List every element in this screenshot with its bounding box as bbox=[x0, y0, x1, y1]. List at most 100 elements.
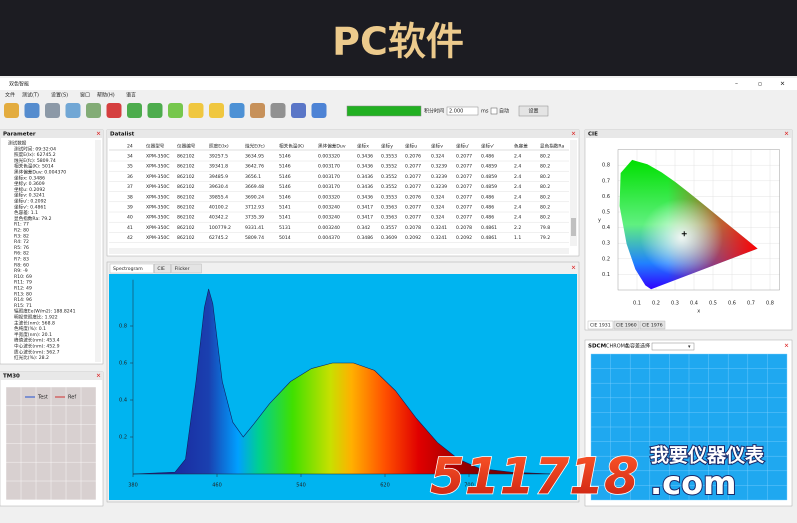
menu-item[interactable]: 窗口 bbox=[80, 92, 90, 99]
table-cell: 0.486 bbox=[481, 154, 494, 160]
x-tick-label: 0.3 bbox=[671, 301, 679, 307]
table-cell: 35 bbox=[127, 164, 133, 170]
table-cell: 79.8 bbox=[540, 225, 550, 231]
table-cell: 862102 bbox=[177, 184, 195, 190]
x-tick-label: 700 bbox=[464, 483, 474, 489]
toolbar-button[interactable] bbox=[86, 103, 101, 118]
data-table: 24 仪器型号 仪器编号 照度E(lx) 烛光E(fc) 相关色温(K) 黑体偏差Duv 坐标… bbox=[109, 143, 569, 243]
column-header: 坐标y bbox=[381, 143, 393, 150]
toolbar-button[interactable] bbox=[127, 103, 142, 118]
toolbar-button[interactable] bbox=[65, 103, 81, 118]
tab-label[interactable]: CIE 1960 bbox=[616, 323, 637, 329]
tab-label[interactable]: Spectrogram bbox=[113, 266, 143, 272]
tab-label[interactable]: CIE bbox=[157, 266, 165, 272]
panel-header bbox=[0, 372, 103, 380]
table-cell: 0.2077 bbox=[456, 164, 472, 170]
minimize[interactable]: – bbox=[735, 81, 738, 88]
table-cell: 0.2092 bbox=[405, 235, 421, 241]
table-cell: 0.3239 bbox=[431, 174, 447, 180]
integration-input[interactable] bbox=[446, 106, 479, 116]
table-cell: 0.3563 bbox=[381, 215, 397, 221]
panel-title: Parameter bbox=[3, 132, 36, 138]
tab[interactable] bbox=[587, 320, 614, 330]
toolbar-button[interactable] bbox=[188, 103, 204, 118]
panel-close[interactable]: ✕ bbox=[571, 131, 576, 138]
parameter-item: 坐标v': 0.4861 bbox=[14, 203, 46, 210]
close[interactable]: ✕ bbox=[780, 81, 785, 88]
maximize[interactable]: ▫ bbox=[758, 81, 762, 88]
table-cell: 37 bbox=[127, 184, 133, 190]
tab-label[interactable]: CIE 1976 bbox=[642, 323, 663, 329]
toolbar-button[interactable] bbox=[106, 103, 122, 118]
y-tick-label: 0.7 bbox=[602, 178, 610, 184]
toolbar-button[interactable] bbox=[168, 103, 183, 118]
h-scrollbar[interactable] bbox=[109, 248, 569, 254]
legend-label: Ref bbox=[68, 395, 76, 401]
toolbar-button[interactable] bbox=[291, 103, 306, 118]
toolbar-button[interactable] bbox=[250, 103, 265, 118]
tab-label[interactable]: Flicker bbox=[175, 266, 190, 272]
menu-item[interactable]: 设置(S) bbox=[51, 92, 68, 99]
watermark-domain: .com bbox=[650, 464, 736, 502]
auto-checkbox[interactable] bbox=[490, 107, 498, 115]
dropdown[interactable] bbox=[651, 342, 695, 351]
panel-title: CIE bbox=[588, 132, 598, 138]
parameter-item: 坐标v: 0.3241 bbox=[14, 192, 45, 199]
dropdown-arrow[interactable]: ▾ bbox=[688, 344, 691, 350]
x-tick-label: 0.5 bbox=[709, 301, 717, 307]
sdcm-grid bbox=[590, 353, 788, 501]
settings-label[interactable]: 设置 bbox=[528, 108, 538, 115]
tab[interactable] bbox=[171, 263, 202, 274]
scrollbar[interactable] bbox=[95, 140, 101, 362]
panel-close[interactable]: ✕ bbox=[784, 343, 789, 350]
tab[interactable] bbox=[639, 320, 666, 330]
x-tick-label: 540 bbox=[296, 483, 306, 489]
panel-close[interactable]: ✕ bbox=[96, 131, 101, 138]
table-cell: 0.2078 bbox=[456, 225, 472, 231]
tab[interactable] bbox=[109, 263, 154, 274]
table-cell: 0.324 bbox=[431, 215, 444, 221]
settings-button[interactable] bbox=[518, 105, 549, 117]
panel-close[interactable]: ✕ bbox=[784, 131, 789, 138]
scroll-thumb[interactable] bbox=[571, 218, 576, 236]
parameter-item: R7: 83 bbox=[14, 257, 29, 263]
toolbar-button[interactable] bbox=[24, 103, 40, 118]
table-cell: 0.3436 bbox=[357, 174, 373, 180]
panel-close[interactable]: ✕ bbox=[96, 373, 101, 380]
toolbar-button[interactable] bbox=[147, 103, 163, 118]
tab[interactable] bbox=[613, 320, 640, 330]
toolbar-button[interactable] bbox=[45, 103, 60, 118]
menu-item[interactable]: 文件 bbox=[5, 92, 15, 99]
table-cell: 2.4 bbox=[514, 205, 521, 211]
menu-item[interactable]: 帮助(H) bbox=[97, 92, 115, 99]
table-cell: 0.324 bbox=[431, 194, 444, 200]
tab[interactable] bbox=[154, 263, 171, 274]
parameter-item: 坐标x: 0.3486 bbox=[14, 174, 45, 181]
parameter-item: R11: 79 bbox=[14, 280, 32, 286]
toolbar-button[interactable] bbox=[270, 103, 286, 118]
x-tick-label: 0.1 bbox=[633, 301, 641, 307]
table-cell: 40342.2 bbox=[209, 215, 228, 221]
table-cell: 34 bbox=[127, 154, 133, 160]
toolbar-button[interactable] bbox=[209, 103, 224, 118]
spectral-locus-white bbox=[619, 159, 758, 290]
table-cell: 3735.39 bbox=[245, 215, 264, 221]
y-tick-label: 0.1 bbox=[602, 272, 610, 278]
panel-close[interactable]: ✕ bbox=[571, 265, 576, 272]
scrollbar[interactable] bbox=[570, 140, 577, 246]
parameter-item: R4: 72 bbox=[14, 239, 29, 245]
parameter-item: 中心波长(nm): 452.9 bbox=[14, 343, 60, 350]
parameter-item: R1: 77 bbox=[14, 222, 29, 228]
parameter-item: R2: 80 bbox=[14, 228, 29, 234]
table-cell: 0.2076 bbox=[405, 154, 421, 160]
toolbar-button[interactable] bbox=[4, 103, 19, 118]
menu-item[interactable]: 语言 bbox=[126, 92, 136, 99]
table-cell: 862102 bbox=[177, 205, 195, 211]
tabs: Spectrogram CIE Flicker bbox=[109, 263, 202, 274]
menu-item[interactable]: 测试(T) bbox=[22, 92, 39, 99]
toolbar-button[interactable] bbox=[229, 103, 245, 118]
integration-value[interactable]: 2.000 bbox=[449, 109, 463, 115]
toolbar-button[interactable] bbox=[311, 103, 327, 118]
tab-label[interactable]: CIE 1931 bbox=[590, 323, 611, 329]
